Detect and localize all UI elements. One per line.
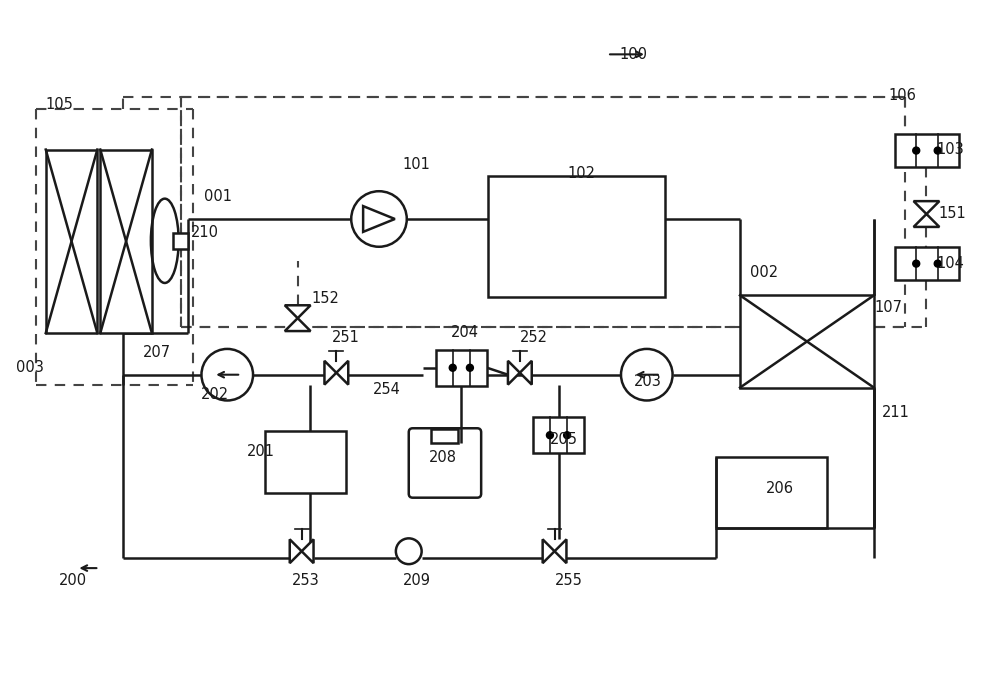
Circle shape [466,364,473,372]
Text: 252: 252 [520,330,548,344]
Text: 210: 210 [191,225,219,241]
Text: 001: 001 [204,188,232,203]
Text: 102: 102 [567,166,595,181]
Text: 151: 151 [938,205,966,220]
Bar [265,431,346,493]
Text: 101: 101 [403,157,431,172]
Text: 003: 003 [16,360,44,375]
Text: 211: 211 [882,405,910,420]
Text: 204: 204 [450,325,478,340]
Text: 206: 206 [766,481,794,496]
Bar [431,429,458,443]
Text: 207: 207 [143,345,171,361]
Polygon shape [914,201,939,214]
Circle shape [449,364,456,372]
Bar [436,350,487,386]
Bar [173,233,188,249]
Text: 106: 106 [889,87,917,102]
Text: 152: 152 [312,291,339,306]
Polygon shape [508,361,520,384]
Circle shape [913,260,920,267]
Circle shape [913,147,920,154]
Text: 205: 205 [550,432,578,447]
Bar [740,296,874,388]
Polygon shape [555,539,566,563]
Polygon shape [302,539,314,563]
Text: 105: 105 [46,98,74,113]
Text: 255: 255 [555,572,582,588]
Bar [46,150,97,333]
Bar [488,176,665,298]
Text: 209: 209 [403,572,431,588]
Polygon shape [324,361,336,384]
Polygon shape [543,539,555,563]
Bar [895,247,959,281]
Text: 251: 251 [331,330,359,344]
Text: 104: 104 [936,256,964,271]
Text: 100: 100 [619,47,647,62]
Text: 202: 202 [200,387,229,402]
Text: 203: 203 [634,374,662,389]
Text: 253: 253 [292,572,319,588]
Text: 200: 200 [59,572,87,588]
Circle shape [351,191,407,247]
Polygon shape [285,318,311,331]
Text: 103: 103 [936,142,964,157]
Text: 208: 208 [429,450,457,464]
Circle shape [621,349,673,401]
Circle shape [934,147,941,154]
Circle shape [546,432,553,439]
Polygon shape [520,361,532,384]
Circle shape [396,538,422,564]
Text: 201: 201 [247,443,275,458]
Bar [100,150,152,333]
Polygon shape [336,361,348,384]
Polygon shape [290,539,302,563]
Circle shape [201,349,253,401]
Bar [716,457,827,528]
Polygon shape [914,214,939,227]
Circle shape [564,432,571,439]
Polygon shape [285,305,311,318]
Text: 002: 002 [750,265,778,280]
Bar [533,418,584,453]
Text: 254: 254 [373,382,401,397]
Text: 107: 107 [875,300,903,315]
FancyBboxPatch shape [409,428,481,498]
Bar [895,134,959,167]
Circle shape [934,260,941,267]
